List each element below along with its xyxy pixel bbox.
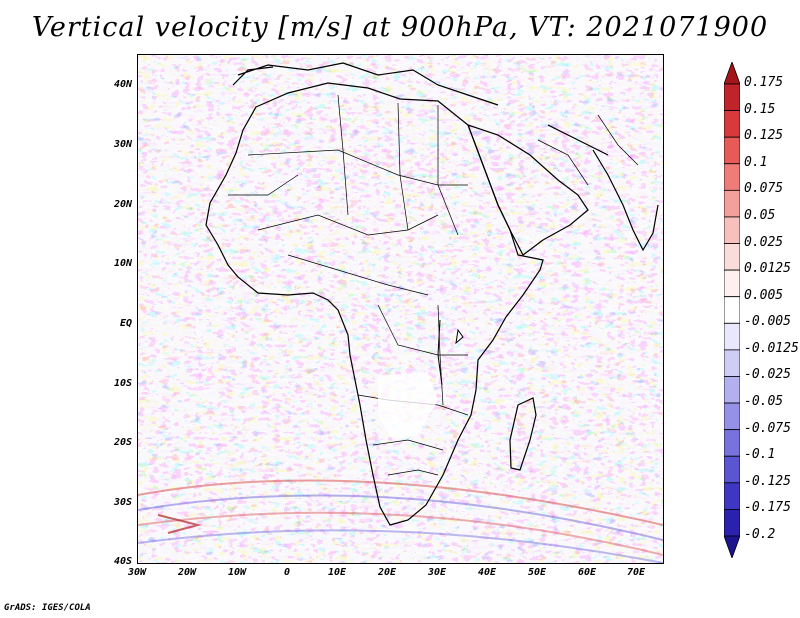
colorbar-segment bbox=[724, 429, 740, 457]
colorbar-max-arrow bbox=[724, 62, 740, 85]
lon-tick-label: 20W bbox=[177, 567, 197, 578]
colorbar-segment bbox=[724, 322, 740, 351]
colorbar-tick-label: 0.025 bbox=[744, 234, 784, 250]
lon-tick-label: 10E bbox=[327, 567, 347, 578]
lon-tick-label: 40E bbox=[477, 567, 497, 578]
lat-tick-label: EQ bbox=[119, 318, 132, 329]
colorbar-min-arrow bbox=[724, 535, 740, 558]
colorbar-segment bbox=[724, 189, 740, 218]
colorbar-tick-label: 0.05 bbox=[744, 207, 776, 223]
colorbar bbox=[724, 62, 740, 558]
lat-tick-label: 40N bbox=[113, 79, 132, 90]
colorbar-segment bbox=[724, 376, 740, 404]
great-lakes bbox=[437, 319, 464, 386]
coastlines bbox=[205, 62, 659, 526]
lon-tick-label: 70E bbox=[626, 567, 646, 578]
colorbar-tick-label: -0.0125 bbox=[744, 340, 799, 356]
lon-tick-label: 0 bbox=[283, 567, 291, 578]
colorbar-tick-label: -0.005 bbox=[744, 314, 791, 330]
credit-text: GrADS: IGES/COLA bbox=[4, 603, 91, 613]
lon-tick-label: 10W bbox=[227, 567, 247, 578]
colorbar-tick-label: 0.15 bbox=[744, 101, 776, 117]
europe-coast bbox=[237, 62, 499, 106]
arabia-coast bbox=[466, 124, 589, 256]
colorbar-segment bbox=[724, 269, 740, 298]
lon-tick-label: 30E bbox=[427, 567, 447, 578]
iberia-coast bbox=[232, 66, 274, 86]
colorbar-segment bbox=[724, 455, 740, 484]
lon-tick-label: 60E bbox=[577, 567, 597, 578]
colorbar-segment bbox=[724, 402, 740, 431]
colorbar-segment bbox=[724, 216, 740, 244]
colorbar-segment bbox=[724, 509, 740, 537]
lon-tick-label: 30W bbox=[127, 567, 147, 578]
colorbar-segment bbox=[724, 482, 740, 510]
madagascar-coast bbox=[509, 397, 537, 471]
colorbar-tick-label: -0.125 bbox=[744, 473, 791, 489]
colorbar-tick-label: 0.005 bbox=[744, 287, 784, 303]
lat-tick-label: 30S bbox=[113, 497, 132, 508]
colorbar-tick-label: -0.175 bbox=[744, 500, 791, 516]
colorbar-tick-label: 0.175 bbox=[744, 75, 784, 90]
low-value-zone bbox=[378, 373, 438, 440]
lon-tick-label: 20E bbox=[377, 567, 397, 578]
colorbar-segment bbox=[724, 110, 740, 138]
colorbar-tick-label: 0.1 bbox=[744, 154, 768, 170]
colorbar-tick-label: -0.025 bbox=[744, 367, 791, 383]
field-streaks bbox=[138, 55, 663, 563]
colorbar-segment bbox=[724, 163, 740, 191]
colorbar-tick-label: 0.125 bbox=[744, 128, 784, 144]
colorbar-tick-label: -0.1 bbox=[744, 447, 776, 463]
lat-tick-label: 10N bbox=[113, 258, 132, 269]
lat-tick-label: 20S bbox=[113, 437, 132, 448]
india-coast bbox=[592, 149, 659, 252]
colorbar-tick-label: 0.0125 bbox=[744, 261, 791, 277]
colorbar-tick-label: -0.2 bbox=[744, 527, 776, 542]
colorbar-segment bbox=[724, 243, 740, 271]
lat-tick-label: 40S bbox=[113, 556, 132, 567]
lat-tick-label: 20N bbox=[113, 199, 132, 210]
colorbar-tick-label: 0.075 bbox=[744, 181, 784, 197]
colorbar-segment bbox=[724, 83, 740, 111]
iran-coast bbox=[547, 124, 609, 156]
country-borders bbox=[228, 94, 639, 476]
colorbar-segment bbox=[724, 349, 740, 377]
vertical-velocity-field bbox=[138, 55, 663, 563]
chart-title: Vertical velocity [m/s] at 900hPa, VT: 2… bbox=[31, 12, 769, 43]
southern-ocean-arcs bbox=[138, 479, 663, 563]
colorbar-tick-label: -0.075 bbox=[744, 420, 791, 436]
lon-tick-label: 50E bbox=[527, 567, 547, 578]
lat-tick-label: 30N bbox=[113, 139, 132, 150]
colorbar-tick-label: -0.05 bbox=[744, 394, 784, 410]
colorbar-segment bbox=[724, 136, 740, 165]
lat-tick-label: 10S bbox=[113, 378, 132, 389]
colorbar-segment bbox=[724, 296, 740, 324]
map-panel[interactable] bbox=[137, 54, 664, 564]
